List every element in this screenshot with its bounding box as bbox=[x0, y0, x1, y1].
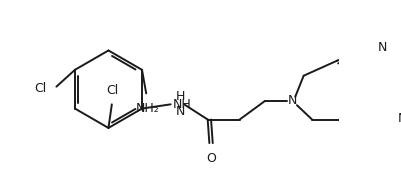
Text: N: N bbox=[377, 41, 386, 54]
Text: H
N: H N bbox=[175, 90, 184, 117]
Text: N: N bbox=[287, 95, 297, 107]
Text: N: N bbox=[397, 112, 401, 125]
Text: NH: NH bbox=[172, 98, 190, 111]
Text: Cl: Cl bbox=[106, 84, 119, 97]
Text: Cl: Cl bbox=[34, 82, 46, 95]
Text: O: O bbox=[206, 151, 215, 165]
Text: NH₂: NH₂ bbox=[136, 102, 159, 115]
